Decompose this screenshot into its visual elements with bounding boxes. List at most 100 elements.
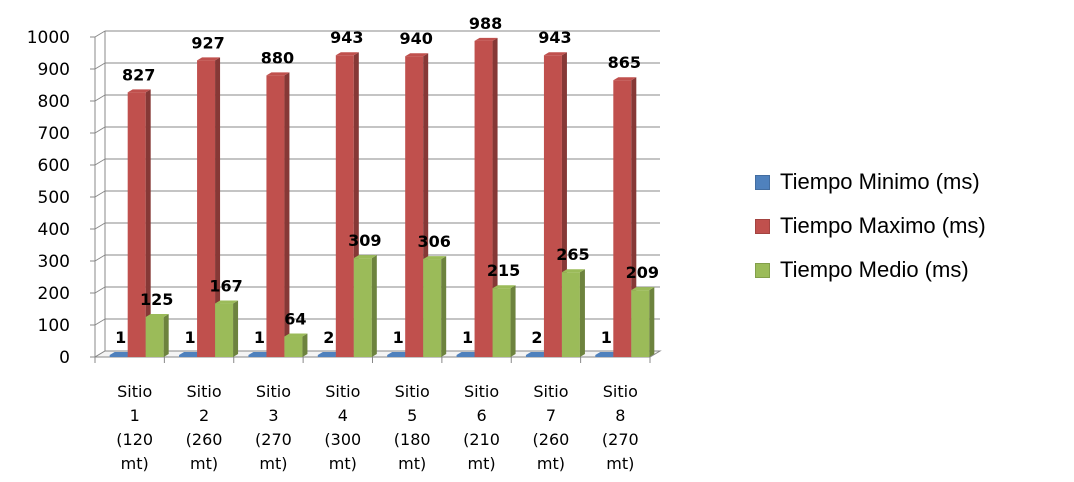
gridline-depth: [94, 62, 106, 70]
bar-front: [197, 60, 216, 358]
x-tick-label: mt): [468, 454, 496, 473]
legend-item-minimo: Tiempo Minimo (ms): [755, 160, 986, 204]
gridline-depth: [94, 190, 106, 198]
bar-top: [405, 53, 429, 57]
x-tick-label: 3: [268, 406, 278, 425]
gridline-depth: [94, 126, 106, 134]
bar-front: [492, 288, 511, 357]
bar: [353, 255, 377, 357]
bar-front: [317, 355, 336, 357]
bar-front: [266, 75, 285, 358]
bar-side: [215, 57, 221, 358]
x-tick-label: mt): [190, 454, 218, 473]
bar-front: [405, 56, 424, 357]
x-tick-label: 4: [338, 406, 348, 425]
y-tick-label: 500: [38, 188, 70, 208]
gridline-depth: [94, 286, 106, 294]
bar-front: [525, 355, 544, 357]
data-label: 1: [393, 328, 404, 347]
x-tick-label: mt): [121, 454, 149, 473]
bar-side: [579, 269, 585, 357]
bar-front: [353, 258, 372, 357]
bar-front: [284, 336, 303, 357]
gridline-depth: [94, 158, 106, 166]
gridline-depth: [94, 222, 106, 230]
gridline-depth: [94, 30, 106, 38]
bar-side: [492, 37, 498, 358]
x-tick-label: 7: [546, 406, 556, 425]
y-tick-label: 0: [59, 348, 70, 368]
legend-label-minimo: Tiempo Minimo (ms): [780, 169, 980, 194]
bar-front: [561, 272, 580, 357]
data-label: 209: [626, 263, 659, 282]
x-tick-label: 6: [476, 406, 486, 425]
bar: [561, 269, 585, 357]
data-label: 865: [608, 53, 641, 72]
x-tick-label: Sitio: [395, 382, 430, 401]
bar: [423, 256, 447, 357]
legend: Tiempo Minimo (ms) Tiempo Maximo (ms) Ti…: [755, 160, 986, 292]
bar-top: [543, 52, 567, 56]
x-tick-label: (270: [255, 430, 292, 449]
bar-side: [284, 72, 290, 358]
bar-side: [631, 77, 637, 357]
x-tick-label: Sitio: [533, 382, 568, 401]
data-label: 1: [462, 328, 473, 347]
data-label: 1: [184, 328, 195, 347]
bar-top: [335, 52, 359, 56]
bar-front: [179, 355, 198, 357]
data-label: 2: [323, 328, 334, 347]
x-tick-label: mt): [259, 454, 287, 473]
bar-front: [127, 92, 146, 358]
bar-side: [163, 314, 169, 357]
bar-side: [233, 300, 239, 357]
y-tick-label: 300: [38, 252, 70, 272]
bar-front: [109, 355, 128, 357]
bar-front: [474, 40, 493, 358]
data-label: 827: [122, 65, 155, 84]
bar-side: [510, 285, 516, 357]
x-tick-label: (260: [186, 430, 223, 449]
bar: [284, 333, 308, 357]
data-label: 309: [348, 231, 381, 250]
data-label: 1: [254, 328, 265, 347]
bar-side: [145, 89, 151, 358]
x-tick-label: (300: [324, 430, 361, 449]
bar-top: [127, 89, 151, 93]
bar-side: [302, 333, 308, 357]
gridline-depth: [94, 318, 106, 326]
x-tick-label: Sitio: [464, 382, 499, 401]
x-tick-label: mt): [537, 454, 565, 473]
x-tick-label: Sitio: [603, 382, 638, 401]
bar-side: [371, 255, 377, 357]
data-label: 940: [399, 29, 432, 48]
bar-top: [179, 352, 203, 355]
bar: [474, 37, 498, 358]
x-tick-label: mt): [329, 454, 357, 473]
bar-top: [215, 300, 239, 304]
bar-front: [423, 259, 442, 357]
legend-label-maximo: Tiempo Maximo (ms): [780, 213, 986, 238]
bar: [266, 72, 290, 358]
bar: [492, 285, 516, 357]
x-tick-label: 2: [199, 406, 209, 425]
legend-swatch-medio: [755, 262, 770, 278]
data-label: 880: [261, 48, 294, 67]
bar-top: [317, 352, 341, 355]
x-tick-label: Sitio: [325, 382, 360, 401]
bar-top: [492, 285, 516, 289]
bar-top: [109, 352, 133, 355]
data-label: 988: [469, 14, 502, 33]
x-tick-label: Sitio: [117, 382, 152, 401]
x-tick-label: mt): [606, 454, 634, 473]
x-tick-label: (120: [116, 430, 153, 449]
bar-top: [197, 57, 221, 61]
data-label: 1: [601, 328, 612, 347]
data-label: 927: [191, 33, 224, 52]
x-tick-label: (210: [463, 430, 500, 449]
legend-item-maximo: Tiempo Maximo (ms): [755, 204, 986, 248]
x-tick-label: (260: [533, 430, 570, 449]
bar-top: [353, 255, 377, 259]
data-label: 1: [115, 328, 126, 347]
bar-top: [595, 352, 619, 355]
